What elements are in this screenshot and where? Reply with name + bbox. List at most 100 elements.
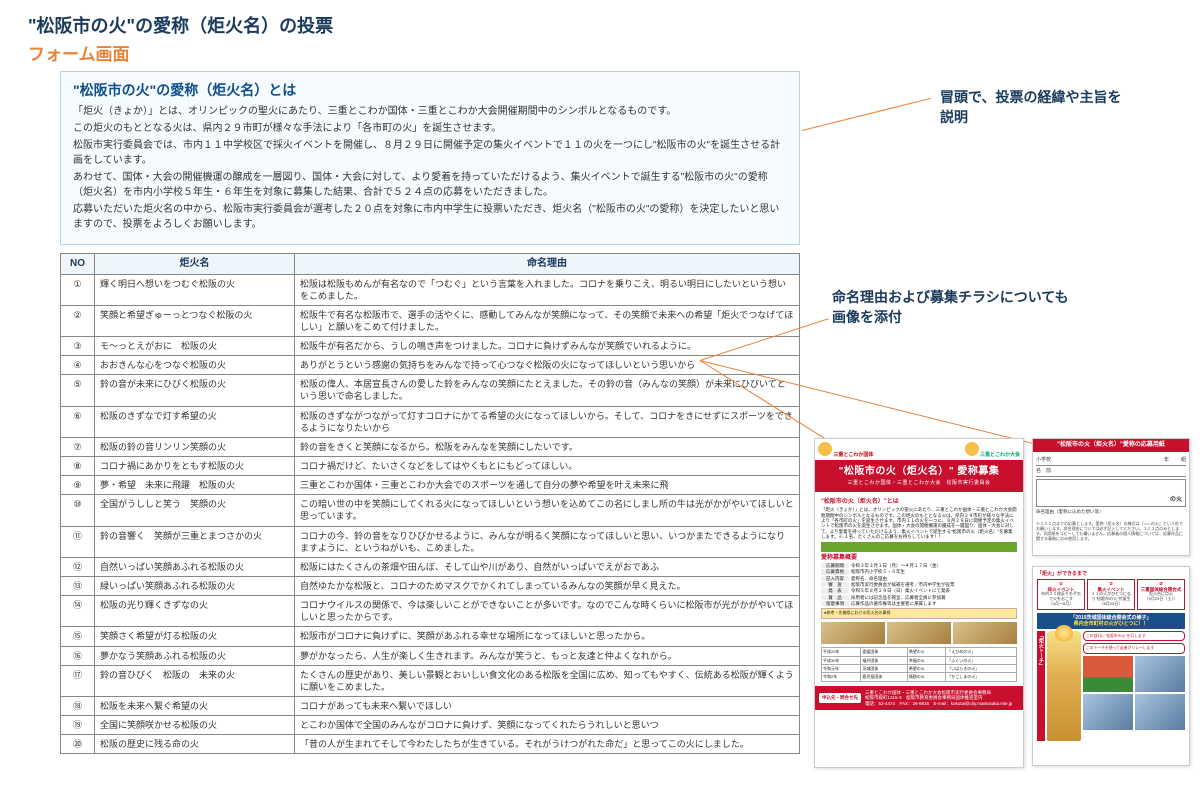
table-row: ③モ～っとえがおに 松阪の火松阪牛が有名だから、うしの鳴き声をつけました。コロナ… xyxy=(61,337,800,356)
cell-no: ⑱ xyxy=(61,697,95,716)
cell-no: ⑪ xyxy=(61,526,95,557)
flyer-ex-row: 令和元年茨城国体希望の火「いばらきの火」 xyxy=(822,665,1017,673)
cell-name: 夢かなう笑顔あふれる松阪の火 xyxy=(95,646,295,665)
cell-reason: 自然ゆたかな松阪と、コロナのためマスクでかくれてしまっているみんなの笑顔が早く見… xyxy=(295,577,800,596)
flyer-ex-row: 平成30年福井国体幸福の火「ふくいの火」 xyxy=(822,656,1017,664)
flyer-footer-btn: 申込先・問合せ先 xyxy=(819,693,861,702)
flyer-footer: 申込先・問合せ先 三重とこわか国体・三重とこわか大会松阪市実行委員会事務局 松阪… xyxy=(815,686,1023,710)
cell-no: ⑳ xyxy=(61,735,95,754)
fd-callout-1: この部分に"松阪市の火"を灯します xyxy=(1083,631,1185,642)
cell-no: ⑯ xyxy=(61,646,95,665)
cell-name: おおきんな心をつなぐ松阪の火 xyxy=(95,356,295,375)
fd-step: ③三重国体総合開会式炬火台に点火（9月25日（土）） xyxy=(1137,579,1185,610)
cell-no: ⑫ xyxy=(61,557,95,576)
th-name: 炬火名 xyxy=(95,254,295,275)
cell-no: ⑩ xyxy=(61,495,95,526)
annotation-2: 命名理由および募集チラシについても 画像を添付 xyxy=(832,288,1182,327)
cell-no: ② xyxy=(61,305,95,336)
annotation-1: 冒頭で、投票の経緯や主旨を 説明 xyxy=(940,88,1180,127)
annotation-1-l1: 冒頭で、投票の経緯や主旨を xyxy=(940,89,1121,105)
ff-reason-label: 命名理由（愛称に込めた想い等） xyxy=(1036,509,1186,514)
table-row: ⑳松阪の歴史に残る命の火「昔の人が生まれてそして今わたしたちが生きている。それが… xyxy=(61,735,800,754)
table-row: ①輝く明日へ想いをつむぐ松阪の火松阪は松阪もめんが有名なので「つむぐ」という言葉… xyxy=(61,274,800,305)
cell-no: ① xyxy=(61,274,95,305)
table-row: ⑫自然いっぱい笑顔あふれる松阪の火松阪にはたくさんの茶畑や田んぼ、そして山や川が… xyxy=(61,557,800,576)
cell-name: 松阪の光り輝くきずなの火 xyxy=(95,596,295,627)
table-row: ⑲全国に笑顔咲かせる松阪の火とこわか国体で全国のみんながコロナに負けず、笑顔にな… xyxy=(61,716,800,735)
table-row: ⑪鈴の音響く 笑顔が三重とまつさかの火コロナの今、鈴の音をなりひびかせるように、… xyxy=(61,526,800,557)
flyer-banner-sub: 三重とこわか国体・三重とこわか大会 松阪市実行委員会 xyxy=(817,480,1021,486)
th-reason: 命名理由 xyxy=(295,254,800,275)
table-row: ⑦松阪の鈴の音リンリン笑顔の火鈴の音をきくと笑顔になるから。松阪をみんなを笑顔に… xyxy=(61,437,800,456)
cell-name: 鈴の音響く 笑顔が三重とまつさかの火 xyxy=(95,526,295,557)
flyer-head-left: 三重とこわか国体 xyxy=(833,452,873,458)
cell-reason: コロナ禍だけど、たいさくなどをしてはやくもとにもどってほしい。 xyxy=(295,457,800,476)
intro-p1: 「炬火（きょか）」とは、オリンピックの聖火にあたり、三重とこわか国体・三重とこわ… xyxy=(73,104,787,119)
flyer-ex-row: 平成29年愛媛国体希望の火「えひめの火」 xyxy=(822,648,1017,656)
mascot-icon xyxy=(818,442,832,456)
cell-name: 松阪の鈴の音リンリン笑顔の火 xyxy=(95,437,295,456)
cell-name: コロナ禍にあかりをともす松阪の火 xyxy=(95,457,295,476)
flyer-recruitment: 三重とこわか国体 三重とこわか大会 "松阪市の火（炬火名）" 愛称募集 三重とこ… xyxy=(814,438,1024,768)
cell-no: ⑨ xyxy=(61,476,95,495)
cell-no: ⑥ xyxy=(61,406,95,437)
cell-name: 松阪の歴史に残る命の火 xyxy=(95,735,295,754)
fd-photo xyxy=(1083,656,1133,692)
flyer-sec1-title: "松阪市の火（炬火名）"とは xyxy=(821,499,1017,506)
cell-name: 笑顔と希望ぎゅーっとつなぐ松阪の火 xyxy=(95,305,295,336)
fd-steps: ①採火イベント市内１１校区それぞれで火をおこす（4月～8月）②集火イベント１１の… xyxy=(1037,579,1185,610)
ff-note: ※１人１点までの応募とします。愛称（炬火名）の様式は『○○○の火』という形でお願… xyxy=(1036,521,1186,542)
flyer-info-row: 賞 品採用者には記念品を贈呈、応募者全員に参加賞 xyxy=(821,595,1017,600)
intro-p4: あわせて、国体・大会の開催機運の醸成を一層図り、国体・大会に対して、より愛着を持… xyxy=(73,170,787,200)
cell-reason: 三重とこわか国体・三重とこわか大会でのスポーツを通して自分の夢や希望を叶え未来に… xyxy=(295,476,800,495)
flyer-info-row: 記入内容愛称名、命名理由 xyxy=(821,576,1017,581)
cell-reason: 「昔の人が生まれてそして今わたしたちが生きている。それがうけつがれた命だ」と思っ… xyxy=(295,735,800,754)
flyer-sec2-title: 愛称募集概要 xyxy=(821,555,1017,562)
flyer-sec1-body: 「炬火（きょか）」とは、オリンピックの聖火にあたり、三重とこわか国体・三重とこわ… xyxy=(821,507,1017,539)
cell-no: ⑰ xyxy=(61,665,95,696)
cell-no: ⑬ xyxy=(61,577,95,596)
fd-callout-2: このトーチを使って走者がリレーします xyxy=(1083,643,1185,654)
fd-step: ②集火イベント１１の火がひとつになり"松阪市の火"が誕生（8月29日） xyxy=(1087,579,1135,610)
intro-heading: "松阪市の火"の愛称（炬火名）とは xyxy=(73,80,787,100)
fd-photo xyxy=(1135,694,1185,730)
cell-no: ⑦ xyxy=(61,437,95,456)
flyer-ex-row: 令和2年鹿児島国体情熱の火「かごしまの火」 xyxy=(822,673,1017,681)
cell-name: 鈴の音が未来にひびく松阪の火 xyxy=(95,375,295,406)
cell-name: 松阪のきずなで灯す希望の火 xyxy=(95,406,295,437)
cell-reason: コロナウイルスの関係で、今は楽しいことができないことが多いです。なのでこんな時く… xyxy=(295,596,800,627)
cell-name: 自然いっぱい笑顔あふれる松阪の火 xyxy=(95,557,295,576)
fd-torch-label: 「炬火トーチ」 xyxy=(1037,631,1045,741)
cell-name: 全国に笑顔咲かせる松阪の火 xyxy=(95,716,295,735)
cell-reason: コロナがあっても未来へ繋いでほしい xyxy=(295,697,800,716)
cell-no: ④ xyxy=(61,356,95,375)
table-row: ⑭松阪の光り輝くきずなの火コロナウイルスの関係で、今は楽しいことができないことが… xyxy=(61,596,800,627)
fd-step-label: 「炬火」ができるまで xyxy=(1037,571,1185,577)
candidates-table: NO 炬火名 命名理由 ①輝く明日へ想いをつむぐ松阪の火松阪は松阪もめんが有名な… xyxy=(60,253,800,754)
flyer-red-banner: "松阪市の火（炬火名）" 愛称募集 三重とこわか国体・三重とこわか大会 松阪市実… xyxy=(815,460,1023,492)
ff-row-school: 小学校 年 組 xyxy=(1036,455,1186,466)
flyer-banner-main: "松阪市の火（炬火名）" 愛称募集 xyxy=(839,466,1000,477)
intro-text: 「炬火（きょか）」とは、オリンピックの聖火にあたり、三重とこわか国体・三重とこわ… xyxy=(73,104,787,232)
page-title: "松阪市の火"の愛称（炬火名）の投票 xyxy=(0,0,1200,40)
cell-reason: 松阪牛で有名な松阪市で、選手の活やくに、感動してみんなが笑顔になって、その笑顔で… xyxy=(295,305,800,336)
ff-lab-school: 小学校 xyxy=(1036,457,1062,463)
cell-reason: 鈴の音をきくと笑顔になるから。松阪をみんなを笑顔にしたいです。 xyxy=(295,437,800,456)
table-row: ⑨夢・希望 未来に飛躍 松阪の火三重とこわか国体・三重とこわか大会でのスポーツを… xyxy=(61,476,800,495)
fd-step: ①採火イベント市内１１校区それぞれで火をおこす（4月～8月） xyxy=(1037,579,1085,610)
flyer-info-row: 応募期間令和３年３月１日（月）～４月１７日（金） xyxy=(821,563,1017,568)
flyer-green-band xyxy=(821,542,1017,552)
cell-reason: 松阪は松阪もめんが有名なので「つむぐ」という言葉を入れました。コロナを乗りこえ、… xyxy=(295,274,800,305)
cell-reason: とこわか国体で全国のみんながコロナに負けず、笑顔になってくれたらうれしいと思いつ xyxy=(295,716,800,735)
table-row: ⑧コロナ禍にあかりをともす松阪の火コロナ禍だけど、たいさくなどをしてはやくもとに… xyxy=(61,457,800,476)
th-no: NO xyxy=(61,254,95,275)
cell-reason: 松阪のきずながつながって灯すコロナにかてる希望の火になってほしいから。そして、コ… xyxy=(295,406,800,437)
cell-name: 松阪を未来へ繋ぐ希望の火 xyxy=(95,697,295,716)
flyer-example-table: 平成29年愛媛国体希望の火「えひめの火」平成30年福井国体幸福の火「ふくいの火」… xyxy=(821,647,1017,682)
cell-name: 鈴の音ひびく 松阪の 未来の火 xyxy=(95,665,295,696)
fd-photo-grid xyxy=(1083,656,1185,730)
cell-no: ⑭ xyxy=(61,596,95,627)
table-row: ④おおきんな心をつなぐ松阪の火ありがとうという感謝の気持ちをみんなで持って心つな… xyxy=(61,356,800,375)
connector-line-1 xyxy=(802,98,931,131)
cell-no: ⑧ xyxy=(61,457,95,476)
